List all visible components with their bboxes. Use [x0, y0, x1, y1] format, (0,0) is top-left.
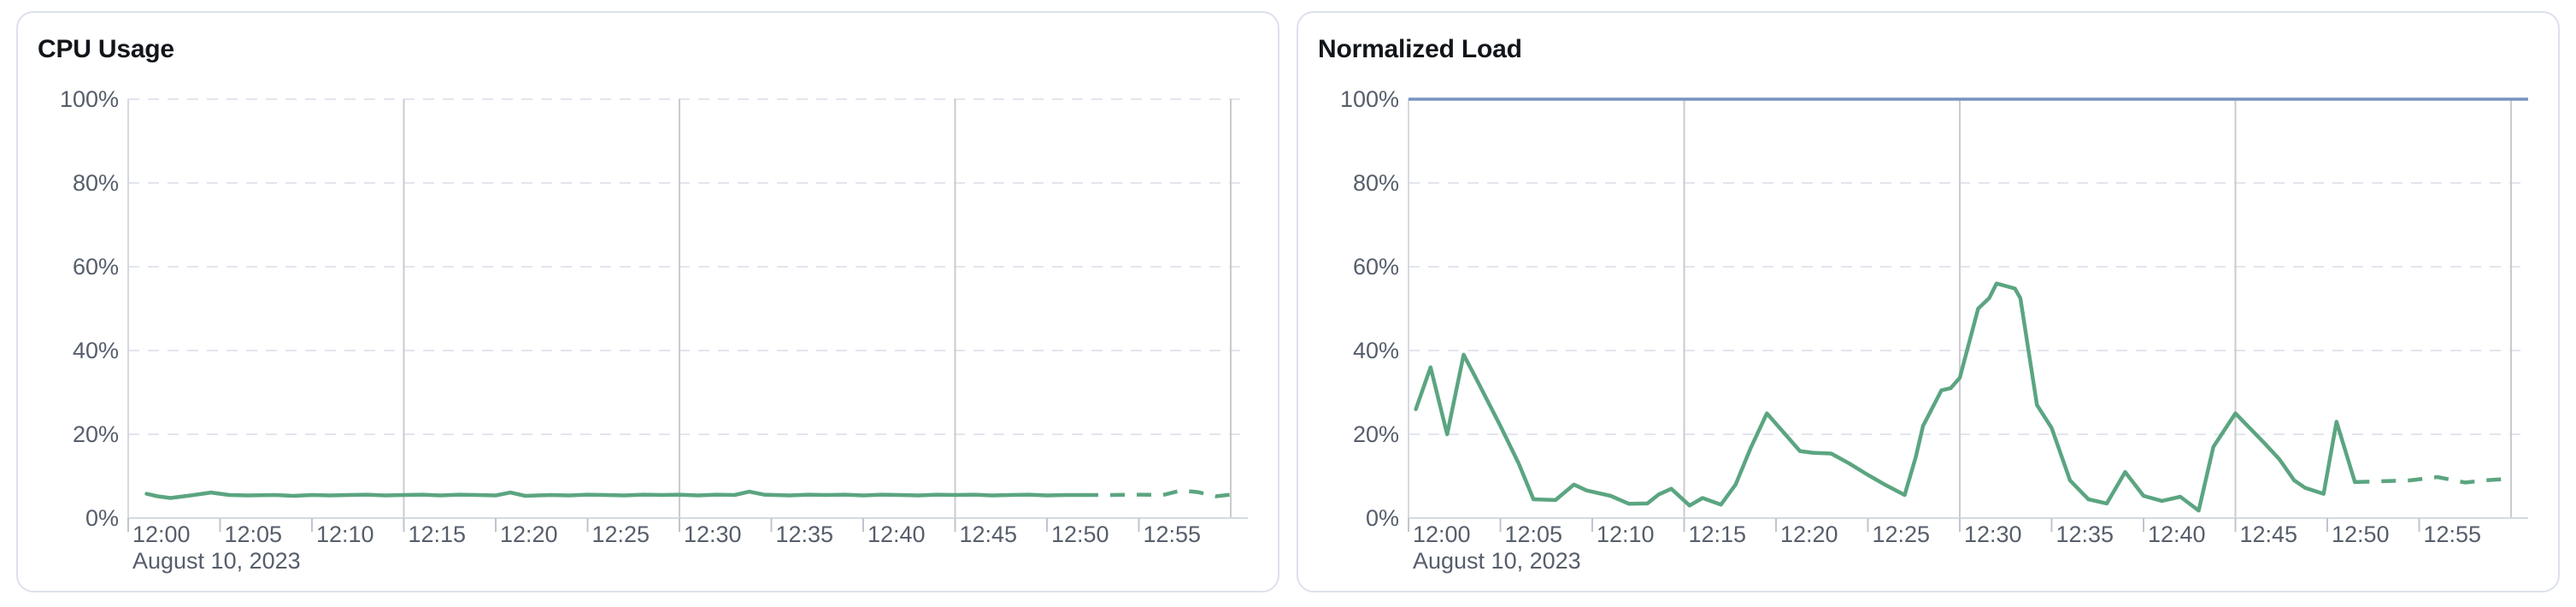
x-axis-date-label: August 10, 2023 — [132, 548, 301, 574]
x-axis-tick-label: 12:35 — [2056, 522, 2114, 547]
x-axis-tick-label: 12:40 — [867, 522, 926, 547]
y-axis-tick-label: 0% — [85, 505, 119, 531]
x-axis-tick-label: 12:45 — [960, 522, 1018, 547]
chart-title: Normalized Load — [1318, 35, 1522, 63]
y-axis-tick-label: 100% — [1340, 86, 1399, 112]
x-axis-tick-label: 12:50 — [1051, 522, 1109, 547]
x-axis-date-label: August 10, 2023 — [1413, 548, 1581, 574]
normalized-load-series-line-dashed — [2355, 473, 2513, 485]
y-axis-tick-label: 100% — [60, 86, 119, 112]
normalized-load-chart: 12:00 12:05 12:10 12:15 12:20 12:25 12:30 12:35… — [1340, 86, 2528, 574]
x-axis-tick-label: 12:15 — [1689, 522, 1747, 547]
x-axis-tick-label: 12:10 — [1597, 522, 1655, 547]
x-axis-tick-label: 12:15 — [409, 522, 467, 547]
x-axis-tick-label: 12:25 — [1873, 522, 1931, 547]
x-axis-tick-label: 12:00 — [132, 522, 191, 547]
chart-plot-area[interactable] — [1409, 99, 2528, 518]
y-axis-tick-label: 40% — [1353, 338, 1399, 363]
x-axis-tick-label: 12:30 — [684, 522, 742, 547]
normalized-load-series-line — [1414, 281, 2357, 513]
x-axis-tick-label: 12:00 — [1413, 522, 1471, 547]
x-axis-tick-label: 12:30 — [1964, 522, 2022, 547]
cpu-usage-chart: 12:00 12:05 12:10 12:15 12:20 12:25 12:30 12:35… — [60, 86, 1248, 574]
x-axis-tick-label: 12:45 — [2240, 522, 2298, 547]
y-axis-tick-label: 60% — [73, 254, 119, 280]
x-axis-tick-label: 12:55 — [1144, 522, 1202, 547]
x-axis-tick-label: 12:20 — [1780, 522, 1838, 547]
x-axis-tick-label: 12:40 — [2148, 522, 2206, 547]
y-axis-tick-label: 60% — [1353, 254, 1399, 280]
y-axis-tick-label: 80% — [73, 170, 119, 196]
x-axis-tick-label: 12:55 — [2424, 522, 2482, 547]
cpu-usage-series-line-dashed — [1084, 488, 1232, 498]
chart-plot-area[interactable] — [128, 99, 1248, 518]
cpu-usage-card: CPU Usage 12:00 12:05 12:10 12:15 12:20 12:25… — [16, 11, 1279, 592]
x-axis-tick-label: 12:50 — [2332, 522, 2390, 547]
y-axis-tick-label: 20% — [1353, 421, 1399, 447]
x-axis-tick-label: 12:35 — [776, 522, 834, 547]
x-axis-tick-label: 12:05 — [225, 522, 283, 547]
x-axis-tick-label: 12:05 — [1505, 522, 1563, 547]
x-axis-tick-label: 12:20 — [500, 522, 558, 547]
x-axis-tick-label: 12:25 — [592, 522, 650, 547]
y-axis-tick-label: 40% — [73, 338, 119, 363]
y-axis-tick-label: 0% — [1366, 505, 1399, 531]
normalized-load-card: Normalized Load 12:00 12:05 12:10 12:15 12:2… — [1297, 11, 2560, 592]
x-axis-tick-label: 12:10 — [316, 522, 374, 547]
y-axis-tick-label: 80% — [1353, 170, 1399, 196]
y-axis-tick-label: 20% — [73, 421, 119, 447]
chart-title: CPU Usage — [38, 35, 174, 63]
cpu-usage-series-line — [144, 489, 1086, 500]
